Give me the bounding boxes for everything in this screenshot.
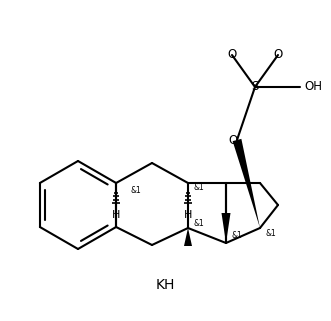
Polygon shape: [184, 228, 192, 246]
Text: &1: &1: [194, 220, 205, 229]
Text: &1: &1: [231, 230, 242, 239]
Polygon shape: [233, 139, 260, 228]
Text: O: O: [228, 134, 238, 146]
Text: &1: &1: [194, 183, 205, 192]
Text: O: O: [227, 48, 237, 62]
Text: S: S: [251, 81, 259, 93]
Text: H: H: [184, 210, 192, 220]
Text: OH: OH: [304, 81, 322, 93]
Polygon shape: [221, 213, 230, 243]
Text: &1: &1: [265, 229, 276, 238]
Text: O: O: [273, 48, 283, 62]
Text: &1: &1: [130, 187, 141, 195]
Text: H: H: [112, 210, 120, 220]
Text: KH: KH: [155, 278, 175, 292]
